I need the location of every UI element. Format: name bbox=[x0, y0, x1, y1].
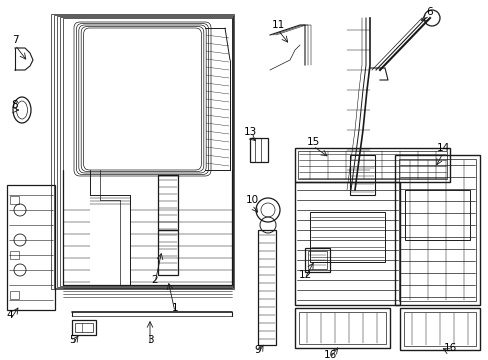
Bar bbox=[63, 18, 231, 285]
Text: 10: 10 bbox=[245, 195, 258, 205]
Text: 11: 11 bbox=[271, 20, 284, 30]
Text: 9: 9 bbox=[254, 345, 261, 355]
Bar bbox=[394, 155, 479, 305]
Bar bbox=[305, 248, 329, 272]
Bar bbox=[294, 148, 449, 182]
Bar bbox=[10, 291, 19, 299]
Bar bbox=[297, 151, 446, 179]
Text: 4: 4 bbox=[7, 310, 13, 320]
Bar bbox=[294, 182, 399, 305]
Bar bbox=[57, 16, 232, 287]
Text: 2: 2 bbox=[151, 275, 158, 285]
Bar bbox=[158, 175, 178, 230]
Bar bbox=[403, 312, 475, 346]
Bar bbox=[158, 230, 178, 275]
Bar bbox=[298, 312, 385, 344]
Text: 15: 15 bbox=[306, 137, 319, 147]
Bar bbox=[7, 185, 55, 310]
Bar bbox=[258, 230, 275, 345]
Bar bbox=[349, 155, 374, 195]
Text: 8: 8 bbox=[12, 100, 18, 110]
Text: 7: 7 bbox=[12, 35, 18, 45]
Bar bbox=[51, 14, 233, 289]
Bar bbox=[307, 251, 326, 269]
Text: 14: 14 bbox=[435, 143, 448, 153]
Bar bbox=[294, 308, 389, 348]
Bar bbox=[60, 17, 232, 286]
Bar bbox=[72, 320, 96, 335]
Bar bbox=[398, 159, 475, 301]
Text: 12: 12 bbox=[298, 270, 311, 280]
Bar bbox=[10, 196, 19, 204]
Bar bbox=[54, 15, 233, 288]
Text: 6: 6 bbox=[426, 7, 432, 17]
Bar bbox=[249, 138, 267, 162]
Bar bbox=[309, 212, 384, 262]
Text: 16: 16 bbox=[443, 343, 456, 353]
Bar bbox=[75, 323, 93, 332]
Bar bbox=[10, 251, 19, 259]
Text: 13: 13 bbox=[243, 127, 256, 137]
Text: 5: 5 bbox=[68, 335, 75, 345]
Bar bbox=[404, 190, 469, 240]
Bar bbox=[399, 308, 479, 350]
Text: 3: 3 bbox=[146, 335, 153, 345]
Text: 1: 1 bbox=[171, 303, 178, 313]
Text: 16: 16 bbox=[323, 350, 336, 360]
